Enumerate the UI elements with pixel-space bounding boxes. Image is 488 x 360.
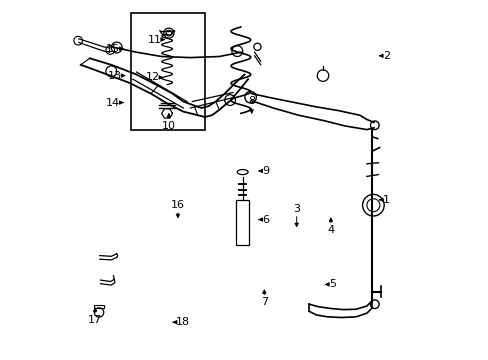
Text: 4: 4: [326, 218, 334, 235]
Text: 18: 18: [173, 317, 190, 327]
Text: 16: 16: [170, 200, 184, 217]
Text: 10: 10: [162, 114, 176, 131]
Text: 1: 1: [379, 195, 389, 205]
Text: 13: 13: [108, 71, 124, 81]
Text: 8: 8: [247, 96, 255, 113]
Text: 15: 15: [106, 44, 123, 54]
Text: 6: 6: [259, 215, 269, 225]
Text: 12: 12: [145, 72, 163, 82]
Text: 14: 14: [106, 98, 123, 108]
Text: 11: 11: [147, 35, 164, 45]
Text: 9: 9: [259, 166, 269, 176]
Text: 5: 5: [325, 279, 336, 289]
Text: 2: 2: [379, 51, 389, 61]
Text: 3: 3: [293, 204, 300, 226]
Text: 7: 7: [260, 290, 267, 307]
Text: 17: 17: [88, 308, 102, 325]
Bar: [131, 13, 204, 130]
